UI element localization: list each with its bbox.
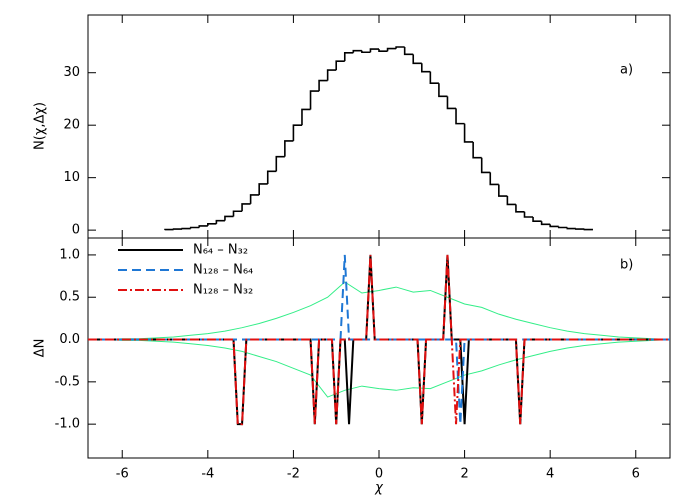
histogram-step — [343, 51, 354, 62]
y-tick-label: 0 — [72, 223, 80, 238]
histogram-step — [309, 90, 320, 110]
histogram-step — [532, 217, 542, 223]
histogram-step — [326, 69, 337, 81]
histogram-step — [403, 47, 414, 56]
legend-label: N₁₂₈ – N₆₄ — [193, 263, 253, 278]
histogram-step — [284, 140, 294, 157]
histogram-step — [412, 54, 422, 65]
y-tick-label: 0.0 — [59, 332, 80, 347]
x-tick-label: 0 — [375, 467, 383, 482]
envelope-line — [88, 339, 671, 398]
panel-label: a) — [620, 63, 633, 78]
y-axis-label: ΔN — [33, 339, 48, 358]
x-tick-label: -4 — [201, 467, 214, 482]
histogram-step — [215, 219, 225, 224]
x-tick-label: -6 — [116, 467, 129, 482]
histogram-step — [249, 194, 260, 204]
histogram-step — [557, 226, 568, 229]
legend-label: N₆₄ – N₃₂ — [193, 243, 248, 258]
x-tick-label: -2 — [287, 467, 300, 482]
histogram-step — [575, 228, 585, 230]
histogram-step — [378, 49, 388, 53]
histogram-step — [463, 123, 474, 143]
histogram-step — [258, 183, 268, 195]
histogram-step — [207, 223, 217, 226]
x-axis-label: χ — [374, 481, 384, 496]
histogram-step — [361, 50, 371, 54]
histogram-step — [172, 228, 183, 230]
panel-label: b) — [620, 258, 633, 273]
y-tick-label: -1.0 — [55, 417, 80, 432]
histogram-step — [472, 141, 482, 159]
histogram-step — [369, 48, 379, 53]
histogram-step — [352, 49, 362, 53]
y-tick-label: 10 — [63, 170, 80, 185]
histogram-step — [523, 211, 534, 218]
x-tick-label: 2 — [460, 467, 468, 482]
histogram-step — [224, 215, 234, 221]
histogram-step — [420, 63, 431, 73]
histogram-step — [318, 79, 328, 92]
histogram-step — [438, 83, 448, 98]
histogram-step — [266, 170, 277, 184]
x-tick-label: 4 — [546, 467, 554, 482]
histogram-step — [275, 155, 285, 172]
histogram-step — [386, 47, 397, 52]
series-line — [88, 254, 670, 426]
histogram-step — [198, 225, 208, 228]
histogram-step — [181, 227, 191, 230]
y-tick-label: 30 — [63, 65, 80, 80]
histogram-step — [395, 46, 405, 49]
histogram-step — [566, 227, 576, 230]
histogram-step — [446, 96, 457, 110]
histogram-step — [583, 228, 593, 231]
histogram-step — [540, 221, 551, 226]
histogram-step — [429, 71, 439, 85]
histogram-step — [480, 157, 491, 174]
y-tick-label: 20 — [63, 118, 80, 133]
histogram-step — [189, 226, 200, 229]
histogram-step — [292, 124, 302, 141]
legend-label: N₁₂₈ – N₃₂ — [193, 283, 253, 298]
histogram-step — [455, 108, 465, 125]
y-tick-label: 0.5 — [59, 290, 80, 305]
histogram-step — [301, 108, 311, 126]
histogram-step — [515, 204, 525, 213]
histogram-step — [335, 60, 345, 71]
y-tick-label: -0.5 — [55, 374, 80, 389]
histogram-step — [241, 203, 251, 212]
histogram-step — [489, 172, 499, 186]
histogram-step — [232, 210, 243, 217]
x-tick-label: 6 — [632, 467, 640, 482]
envelope-line — [88, 281, 671, 341]
y-tick-label: 1.0 — [59, 247, 80, 262]
histogram-step — [506, 196, 516, 206]
histogram-step — [498, 184, 508, 197]
y-axis-label: N(χ,Δχ) — [33, 102, 48, 150]
histogram-step — [549, 224, 559, 228]
histogram-step — [164, 228, 174, 231]
